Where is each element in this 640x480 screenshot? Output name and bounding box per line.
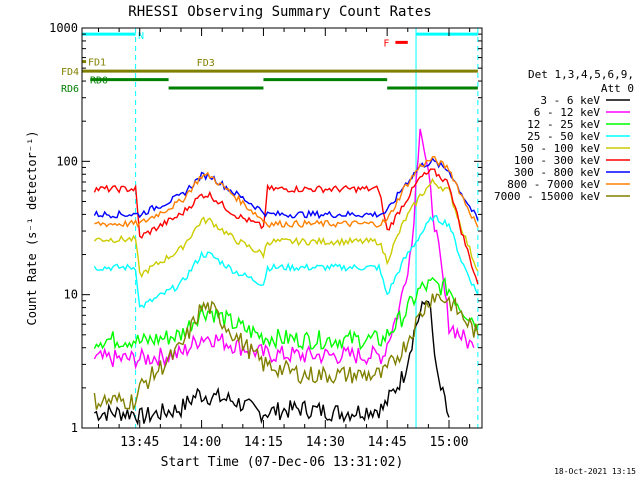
x-tick-label: 14:45: [368, 435, 407, 450]
flag-label-rd6: RD6: [61, 84, 79, 95]
chart-title: RHESSI Observing Summary Count Rates: [128, 4, 431, 20]
flag-label-fd3: FD3: [197, 58, 215, 69]
series-line-2: [93, 276, 479, 351]
legend-label-2: 12 - 25 keV: [527, 118, 600, 131]
series-line-3: [93, 215, 479, 309]
series-line-0: [94, 300, 450, 426]
series-line-8: [93, 293, 479, 410]
legend-header-line-2: Att 0: [601, 82, 634, 95]
x-axis-label: Start Time (07-Dec-06 13:31:02): [161, 455, 404, 470]
legend-label-8: 7000 - 15000 keV: [494, 190, 600, 203]
series-line-5: [93, 168, 479, 285]
legend-label-4: 50 - 100 keV: [521, 142, 601, 155]
y-tick-label: 1000: [49, 21, 78, 35]
axis-layer: 1 10 100 1000 13:45 14:00 14:15 14:30 14:45 15:00: [49, 21, 482, 450]
x-tick-label: 15:00: [429, 435, 468, 450]
y-axis-label: Count Rate (s⁻¹ detector⁻¹): [25, 130, 39, 325]
x-tick-label: 14:15: [244, 435, 283, 450]
x-tick-label: 14:00: [182, 435, 221, 450]
plot-frame: [81, 27, 483, 429]
y-tick-label: 1: [71, 421, 78, 435]
series-line-7: [94, 155, 479, 229]
legend-label-5: 100 - 300 keV: [514, 154, 600, 167]
flag-label-f: F: [383, 38, 389, 49]
x-tick-label: 14:30: [306, 435, 345, 450]
x-tick-label: 13:45: [120, 435, 159, 450]
legend-label-7: 800 - 7000 keV: [507, 178, 600, 191]
legend-label-6: 300 - 800 keV: [514, 166, 600, 179]
flag-layer: N F FD1 FD3 FD4 RD0 RD6: [61, 31, 478, 95]
flag-label-fd1: FD1: [88, 58, 106, 69]
flag-label-rd0: RD0: [90, 76, 108, 87]
legend-label-3: 25 - 50 keV: [527, 130, 600, 143]
legend-label-1: 6 - 12 keV: [534, 106, 601, 119]
y-tick-label: 100: [56, 154, 78, 168]
timestamp: 18-Oct-2021 13:15: [554, 467, 636, 476]
series-line-4: [93, 177, 479, 279]
flag-label-fd4: FD4: [61, 67, 79, 78]
legend-label-0: 3 - 6 keV: [540, 94, 600, 107]
y-tick-label: 10: [64, 288, 78, 302]
flag-label-n: N: [138, 31, 144, 42]
series-line-6: [93, 157, 479, 221]
legend-header-line-1: Det 1,3,4,5,6,9,: [528, 68, 634, 81]
series-layer: [93, 128, 479, 426]
